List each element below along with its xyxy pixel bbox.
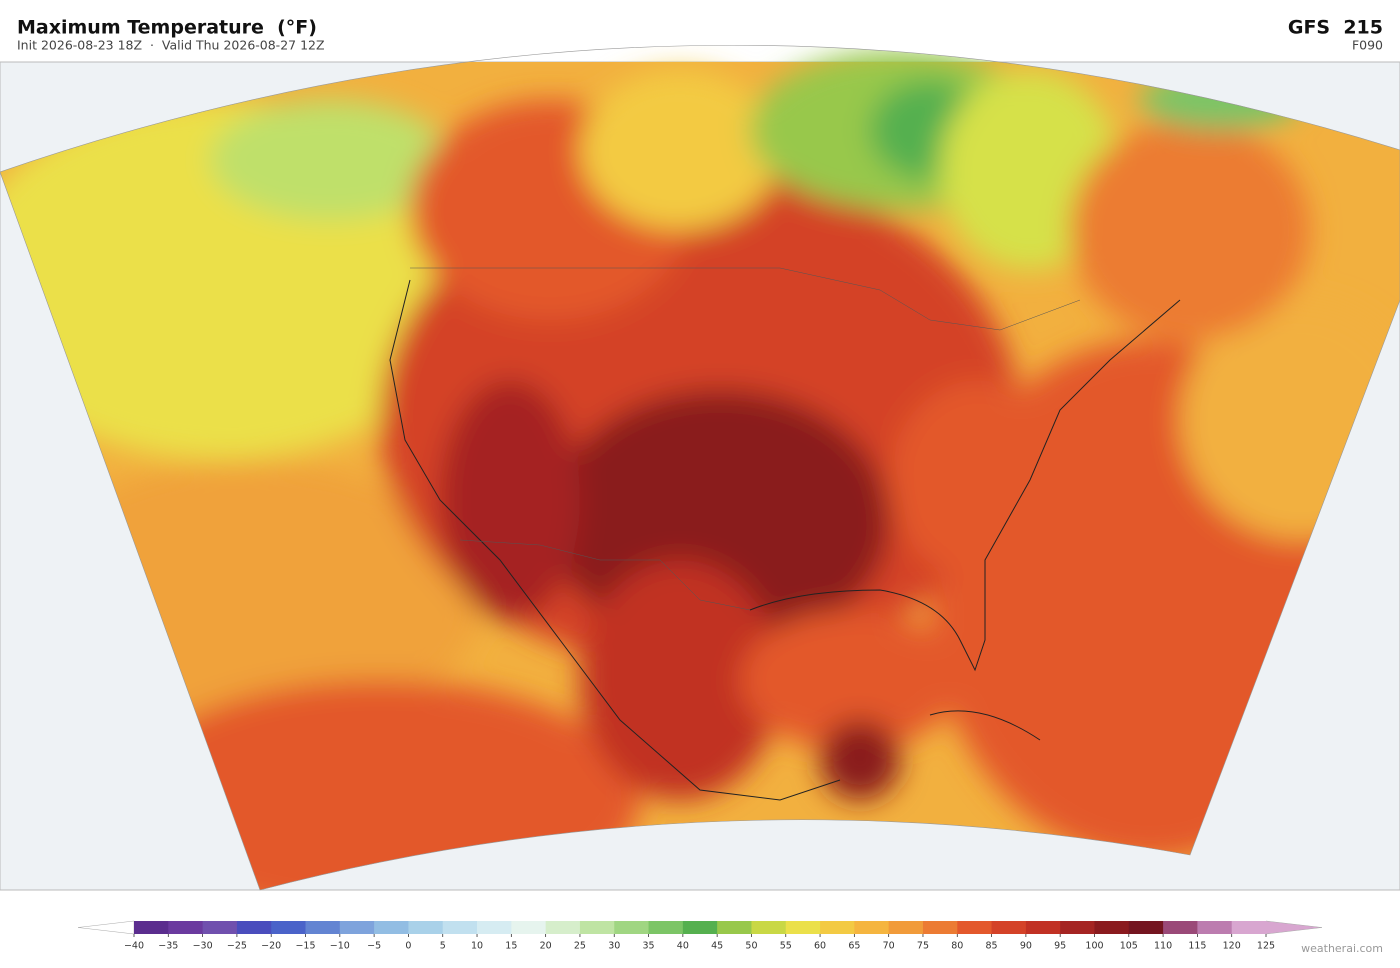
colorbar-tick-label: 110 [1154, 941, 1172, 952]
colorbar-segment [1163, 921, 1198, 934]
colorbar-tick-label: −15 [295, 941, 315, 952]
colorbar-tick-label: −20 [261, 941, 281, 952]
colorbar-tick-label: 115 [1188, 941, 1206, 952]
colorbar-tick-label: 95 [1054, 941, 1066, 952]
colorbar-tick-label: 80 [951, 941, 963, 952]
colorbar-segment [271, 921, 307, 934]
colorbar-tick-label: 50 [745, 941, 757, 952]
colorbar-tick-label: −5 [367, 941, 381, 952]
colorbar-segment [442, 921, 478, 934]
colorbar-tick-label: −10 [330, 941, 350, 952]
colorbar-tick-label: −35 [158, 941, 178, 952]
colorbar-tick-label: 75 [917, 941, 929, 952]
borders [410, 267, 1081, 611]
credit: weatherai.com [1301, 942, 1383, 955]
colorbar-tick-label: 60 [814, 941, 826, 952]
subtitle: Init 2026-08-23 18Z · Valid Thu 2026-08-… [17, 38, 325, 53]
colorbar-segment [1231, 921, 1267, 934]
colorbar-tick-label: 100 [1085, 941, 1103, 952]
model-label: GFS 215 [1288, 17, 1383, 39]
colorbar-segment [134, 921, 169, 934]
colorbar-tick-label: 70 [883, 941, 895, 952]
colorbar-tick-label: 40 [677, 941, 689, 952]
colorbar-tick-label: 90 [1020, 941, 1032, 952]
colorbar-segment [374, 921, 409, 934]
colorbar-tick-label: −25 [227, 941, 247, 952]
colorbar-tick-label: 120 [1223, 941, 1241, 952]
colorbar-segment [545, 921, 581, 934]
colorbar-segment [477, 921, 512, 934]
colorbar-segment [408, 921, 444, 934]
colorbar-segment [511, 921, 547, 934]
colorbar-tick-label: 45 [711, 941, 723, 952]
coastlines [389, 279, 1181, 801]
colorbar-tick-label: 15 [505, 941, 517, 952]
colorbar-segment [305, 921, 341, 934]
colorbar-segment [888, 921, 924, 934]
colorbar-tick-label: −40 [124, 941, 144, 952]
colorbar-segment [202, 921, 238, 934]
colorbar-segment [922, 921, 958, 934]
colorbar-tick-label: 20 [540, 941, 552, 952]
colorbar-segment [579, 921, 615, 934]
colorbar-tick-label: 55 [780, 941, 792, 952]
colorbar-extend-high [1265, 920, 1323, 935]
colorbar-segment [648, 921, 684, 934]
colorbar-segment [957, 921, 993, 934]
colorbar-tick-label: 65 [848, 941, 860, 952]
colorbar-tick-label: 10 [471, 941, 483, 952]
colorbar-segment [820, 921, 855, 934]
colorbar-tick-label: 0 [405, 941, 411, 952]
colorbar-segment [339, 921, 375, 934]
colorbar-segment [1128, 921, 1164, 934]
colorbar-segment [236, 921, 272, 934]
colorbar-extend-low [77, 920, 135, 935]
colorbar-segment [1025, 921, 1061, 934]
colorbar-tick-label: 85 [986, 941, 998, 952]
colorbar-segment [682, 921, 718, 934]
colorbar-segment [717, 921, 752, 934]
title: Maximum Temperature (°F) [17, 17, 317, 39]
colorbar-tick-label: 30 [608, 941, 620, 952]
colorbar-segment [751, 921, 787, 934]
colorbar-tick-label: 105 [1120, 941, 1138, 952]
colorbar-tick-label: 35 [642, 941, 654, 952]
colorbar-segment [1197, 921, 1233, 934]
colorbar-tick-label: 5 [440, 941, 446, 952]
colorbar-segment [854, 921, 890, 934]
colorbar-segment [168, 921, 204, 934]
colorbar: −40 −35 −30 −25 −20 −15 −10 −5 0 5 10 15 20 25 30 35 40 4… [77, 920, 1323, 952]
domain-outline [0, 44, 1400, 891]
colorbar-segment [785, 921, 821, 934]
colorbar-segment [1094, 921, 1130, 934]
colorbar-tick-label: 125 [1257, 941, 1275, 952]
colorbar-segment [1060, 921, 1095, 934]
colorbar-segment [614, 921, 650, 934]
colorbar-tick-label: 25 [574, 941, 586, 952]
forecast-hour: F090 [1352, 38, 1383, 53]
colorbar-tick-label: −30 [193, 941, 213, 952]
colorbar-segment [991, 921, 1027, 934]
